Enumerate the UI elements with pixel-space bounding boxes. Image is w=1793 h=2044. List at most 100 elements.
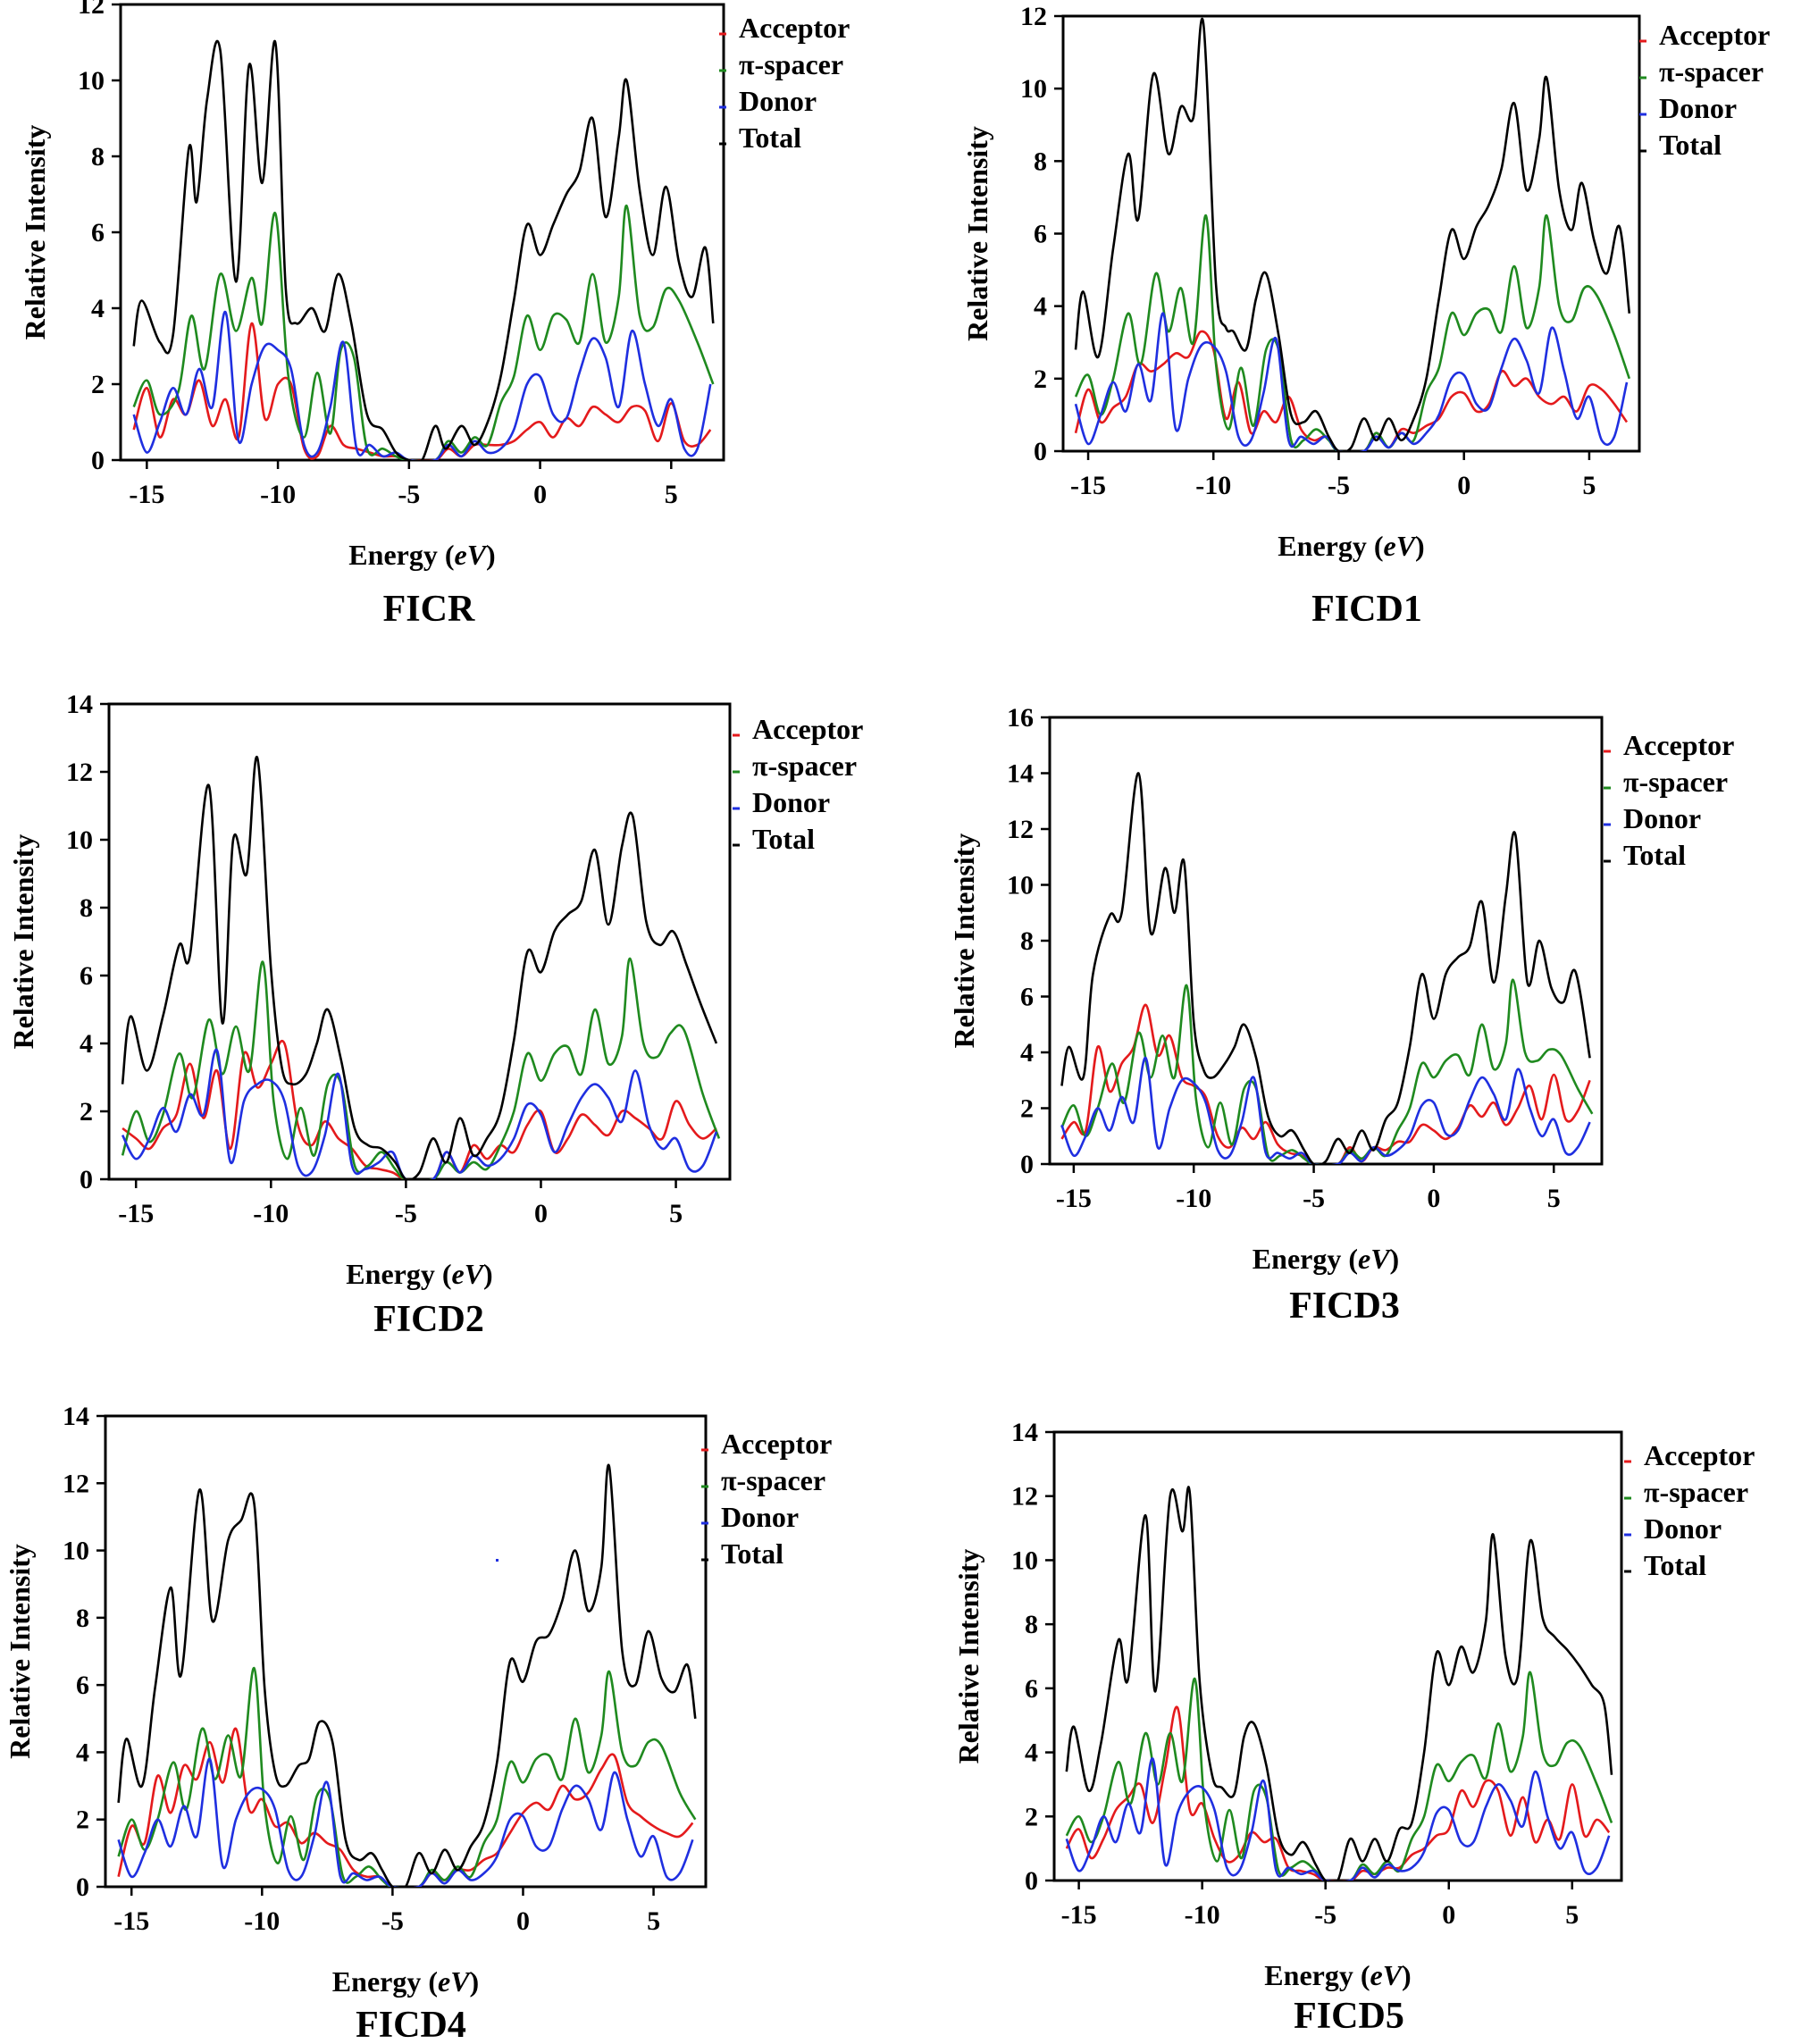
panel-title: FICD1 bbox=[1311, 589, 1422, 630]
y-tick-label: 10 bbox=[1011, 1546, 1038, 1575]
x-axis-label-unit: eV bbox=[438, 1965, 472, 1998]
x-tick-label: 5 bbox=[1582, 471, 1596, 500]
y-tick-label: 6 bbox=[76, 1671, 89, 1700]
chart-panel-ficd1: 0 2 4 6 8 10 12 -15 -10 -5 0 5 Relative Intensity Ene… bbox=[961, 2, 1770, 630]
x-tick-label: 0 bbox=[1427, 1184, 1440, 1213]
x-tick-label: -15 bbox=[1070, 471, 1106, 500]
x-tick-label: -15 bbox=[118, 1199, 154, 1228]
y-tick-label: 2 bbox=[76, 1805, 89, 1835]
series-line-donor bbox=[1060, 1056, 1591, 1164]
x-tick-label: -5 bbox=[1328, 471, 1350, 500]
y-tick-label: 10 bbox=[78, 66, 105, 96]
series-line-acceptor bbox=[1065, 1705, 1611, 1881]
series-line-donor bbox=[1074, 312, 1629, 451]
x-axis-label-main: Energy bbox=[1278, 530, 1367, 562]
x-tick-label: -15 bbox=[113, 1906, 149, 1936]
series-line-total bbox=[117, 1463, 697, 1887]
chart-panel-ficd5: 0 2 4 6 8 10 12 14 -15 -10 -5 0 5 Relative Intensity E… bbox=[952, 1418, 1755, 2037]
x-tick-label: 5 bbox=[669, 1199, 683, 1228]
x-axis-label-paren: ) bbox=[470, 1965, 480, 1998]
x-tick-label: -15 bbox=[1056, 1184, 1092, 1213]
legend-label: Donor bbox=[721, 1501, 799, 1533]
legend-label: Donor bbox=[752, 786, 830, 818]
legend-label: Acceptor bbox=[739, 12, 850, 44]
y-tick-label: 14 bbox=[66, 690, 93, 719]
y-tick-label: 10 bbox=[66, 825, 93, 855]
x-axis-label-main: Energy bbox=[1253, 1243, 1342, 1275]
x-axis-label-unit: eV bbox=[452, 1258, 486, 1290]
y-axis-label: Relative Intensity bbox=[961, 126, 993, 341]
x-axis-label-paren: ( bbox=[438, 539, 455, 571]
panel-title: FICD3 bbox=[1289, 1286, 1400, 1327]
legend-label: Donor bbox=[739, 85, 817, 117]
x-axis-label-paren: ) bbox=[1402, 1959, 1412, 1991]
legend-label: Total bbox=[739, 121, 801, 154]
x-tick-label: -15 bbox=[1061, 1900, 1097, 1930]
x-tick-label: -10 bbox=[1195, 471, 1231, 500]
y-tick-label: 12 bbox=[63, 1469, 89, 1498]
panel-title: FICD2 bbox=[373, 1299, 484, 1340]
series-line-total bbox=[132, 39, 715, 460]
stray-mark bbox=[496, 1559, 499, 1562]
x-axis-label-paren: ( bbox=[1341, 1243, 1358, 1275]
series-line-donor bbox=[132, 310, 712, 460]
y-tick-label: 0 bbox=[1025, 1866, 1038, 1896]
plot-frame bbox=[1061, 14, 1641, 453]
y-tick-label: 6 bbox=[1020, 983, 1034, 1012]
x-axis-label-paren: ) bbox=[1390, 1243, 1400, 1275]
x-tick-label: 5 bbox=[647, 1906, 660, 1936]
y-tick-label: 0 bbox=[1034, 437, 1047, 466]
y-tick-label: 6 bbox=[1025, 1674, 1038, 1704]
x-axis-label: Energy (eV) bbox=[1278, 530, 1424, 562]
x-axis-label: Energy (eV) bbox=[1264, 1959, 1411, 1991]
series-line-total bbox=[1060, 772, 1591, 1164]
y-axis-label: Relative Intensity bbox=[19, 125, 51, 340]
legend-label: Donor bbox=[1644, 1512, 1722, 1545]
plot-frame bbox=[107, 702, 732, 1181]
x-tick-label: -5 bbox=[395, 1199, 417, 1228]
x-axis-label-paren: ) bbox=[486, 539, 496, 571]
legend-label: Total bbox=[1623, 839, 1686, 871]
series-line-acceptor bbox=[117, 1727, 694, 1887]
y-tick-label: 14 bbox=[1007, 759, 1034, 789]
x-axis-label: Energy (eV) bbox=[346, 1258, 492, 1290]
x-axis-label-paren: ) bbox=[483, 1258, 493, 1290]
y-tick-label: 6 bbox=[80, 961, 93, 991]
series-line-acceptor bbox=[132, 322, 712, 460]
y-tick-label: 12 bbox=[78, 0, 105, 20]
legend-label: Donor bbox=[1659, 92, 1737, 124]
legend-label: Total bbox=[1644, 1549, 1706, 1581]
y-tick-label: 0 bbox=[80, 1165, 93, 1194]
y-tick-label: 12 bbox=[66, 758, 93, 787]
y-tick-label: 2 bbox=[80, 1097, 93, 1127]
x-tick-label: 0 bbox=[516, 1906, 530, 1936]
y-tick-label: 8 bbox=[1020, 926, 1034, 956]
y-tick-label: 16 bbox=[1007, 703, 1034, 733]
series-line-acceptor bbox=[1074, 330, 1629, 451]
legend-label: Acceptor bbox=[1644, 1439, 1755, 1471]
y-tick-label: 12 bbox=[1007, 815, 1034, 844]
x-tick-label: 0 bbox=[1442, 1900, 1455, 1930]
plot-frame bbox=[1052, 1430, 1623, 1882]
legend-label: π-spacer bbox=[1623, 766, 1728, 798]
y-tick-label: 4 bbox=[76, 1738, 89, 1767]
series-line-pi-spacer bbox=[1060, 978, 1594, 1164]
x-axis-label-paren: ) bbox=[1415, 530, 1425, 562]
y-tick-label: 2 bbox=[1025, 1802, 1038, 1831]
series-line-total bbox=[121, 755, 718, 1179]
x-axis-label-main: Energy bbox=[348, 539, 438, 571]
legend-label: Acceptor bbox=[721, 1428, 832, 1460]
y-tick-label: 6 bbox=[91, 218, 105, 247]
series-line-donor bbox=[121, 1048, 718, 1179]
x-axis-label-main: Energy bbox=[346, 1258, 435, 1290]
legend-label: Donor bbox=[1623, 802, 1701, 834]
y-tick-label: 4 bbox=[1025, 1738, 1038, 1768]
y-tick-label: 10 bbox=[1007, 871, 1034, 901]
legend-label: π-spacer bbox=[721, 1464, 825, 1496]
y-axis-label: Relative Intensity bbox=[7, 834, 39, 1050]
legend-label: π-spacer bbox=[1659, 55, 1764, 88]
series-line-donor bbox=[117, 1757, 694, 1887]
y-tick-label: 0 bbox=[76, 1872, 89, 1902]
x-axis-label-paren: ( bbox=[421, 1965, 438, 1998]
y-tick-label: 8 bbox=[1034, 147, 1047, 176]
